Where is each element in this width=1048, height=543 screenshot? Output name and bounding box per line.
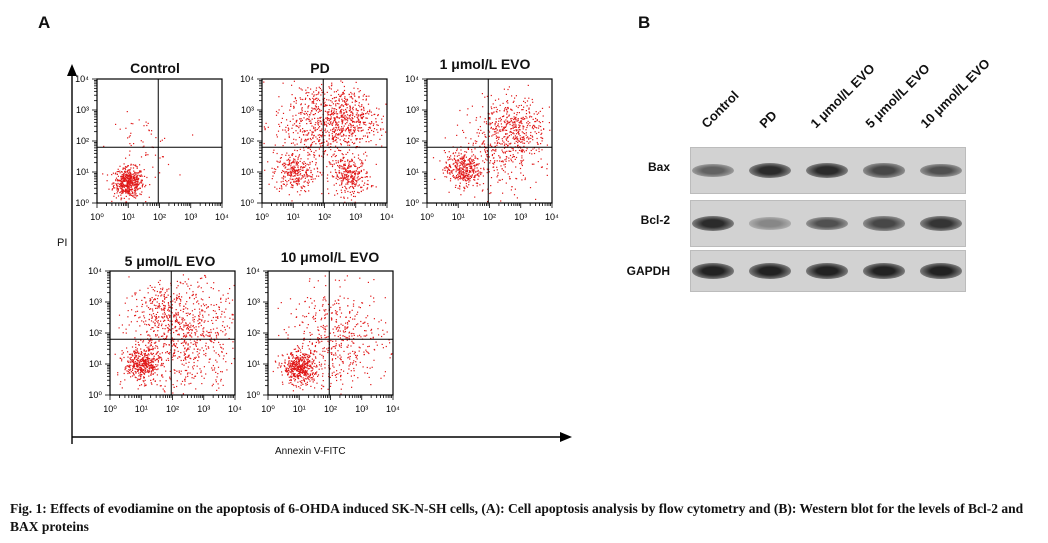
plot-title-10-evo: 10 μmol/L EVO: [280, 249, 380, 265]
x-axis-title: Annexin V-FITC: [275, 446, 346, 457]
blot-band: [749, 217, 791, 230]
blot-band: [863, 216, 905, 231]
y-tick-label: 10⁴: [88, 266, 102, 276]
plot-title-1-evo: 1 μmol/L EVO: [439, 56, 531, 72]
y-tick-label: 10¹: [241, 167, 254, 177]
x-tick-label: 10⁴: [215, 212, 229, 222]
dot-cloud: [102, 111, 194, 203]
y-tick-label: 10¹: [89, 359, 102, 369]
x-tick-label: 10⁴: [386, 404, 400, 414]
blot-band: [749, 263, 791, 279]
blot-band: [692, 163, 734, 178]
blot-band: [806, 162, 848, 179]
blot-band: [863, 163, 905, 178]
y-tick-label: 10¹: [247, 359, 260, 369]
y-tick-label: 10⁰: [246, 390, 260, 400]
y-tick-label: 10³: [241, 105, 254, 115]
x-tick-label: 10⁰: [420, 212, 434, 222]
y-tick-label: 10⁴: [240, 74, 254, 84]
blot-band: [749, 162, 791, 179]
blot-row-label-bcl2: Bcl-2: [640, 213, 670, 227]
panel-a-label: A: [38, 13, 51, 32]
dot-plot-1-evo: 10⁰ 10⁰ 10¹ 10¹ 10² 10² 10³ 10³ 10⁴ 10⁴: [405, 74, 559, 222]
y-tick-label: 10¹: [76, 167, 89, 177]
dot-cloud: [114, 274, 235, 395]
x-tick-label: 10⁴: [380, 212, 394, 222]
x-tick-label: 10⁰: [103, 404, 117, 414]
panel-b-label: B: [638, 13, 651, 32]
dot-plot-5-evo: 10⁰ 10⁰ 10¹ 10¹ 10² 10² 10³ 10³ 10⁴ 10⁴: [88, 266, 242, 414]
y-tick-label: 10⁰: [240, 198, 254, 208]
y-tick-label: 10¹: [406, 167, 419, 177]
blot-band: [863, 263, 905, 279]
blot-strip-bax: [690, 147, 966, 194]
x-tick-label: 10⁴: [228, 404, 242, 414]
x-tick-label: 10¹: [122, 212, 135, 222]
y-tick-label: 10²: [241, 136, 254, 146]
dot-cloud: [432, 84, 551, 203]
dot-plot-pd: 10⁰ 10⁰ 10¹ 10¹ 10² 10² 10³ 10³ 10⁴ 10⁴: [240, 74, 394, 222]
y-tick-label: 10³: [89, 297, 102, 307]
x-tick-label: 10²: [324, 404, 337, 414]
plot-frame: [426, 78, 553, 204]
plot-title-5-evo: 5 μmol/L EVO: [124, 253, 216, 269]
x-tick-label: 10⁴: [545, 212, 559, 222]
y-tick-label: 10⁴: [75, 74, 89, 84]
x-tick-label: 10⁰: [90, 212, 104, 222]
x-tick-label: 10¹: [135, 404, 148, 414]
x-tick-label: 10⁰: [255, 212, 269, 222]
blot-column-label: PD: [756, 107, 780, 131]
x-tick-label: 10³: [184, 212, 197, 222]
blot-row-label-gapdh: GAPDH: [626, 264, 670, 278]
blot-band: [920, 163, 962, 178]
x-tick-label: 10³: [349, 212, 362, 222]
y-tick-label: 10³: [76, 105, 89, 115]
blot-band: [692, 263, 734, 279]
blot-band: [692, 215, 734, 232]
y-tick-label: 10²: [406, 136, 419, 146]
y-tick-label: 10⁴: [405, 74, 419, 84]
y-tick-label: 10²: [247, 328, 260, 338]
y-tick-label: 10⁴: [246, 266, 260, 276]
x-tick-label: 10³: [197, 404, 210, 414]
x-tick-label: 10²: [166, 404, 179, 414]
blot-column-label: Control: [698, 87, 742, 131]
blot-strip-bcl2: [690, 200, 966, 247]
x-tick-label: 10⁰: [261, 404, 275, 414]
x-tick-label: 10¹: [452, 212, 465, 222]
y-tick-label: 10⁰: [88, 390, 102, 400]
dot-cloud: [272, 275, 393, 395]
y-axis-title: PI: [57, 237, 68, 249]
figure-caption: Fig. 1: Effects of evodiamine on the apo…: [10, 501, 1024, 534]
y-tick-label: 10⁰: [75, 198, 89, 208]
y-tick-label: 10³: [406, 105, 419, 115]
dot-plot-10-evo: 10⁰ 10⁰ 10¹ 10¹ 10² 10² 10³ 10³ 10⁴ 10⁴: [246, 266, 400, 414]
blot-band: [920, 263, 962, 279]
dot-cloud: [263, 80, 387, 203]
blot-row-label-bax: Bax: [647, 160, 670, 174]
x-tick-label: 10¹: [287, 212, 300, 222]
x-tick-label: 10²: [318, 212, 331, 222]
x-tick-label: 10¹: [293, 404, 306, 414]
x-tick-label: 10²: [153, 212, 166, 222]
blot-band: [920, 216, 962, 231]
plot-frame: [109, 270, 236, 396]
blot-band: [806, 263, 848, 279]
blot-band: [806, 216, 848, 231]
x-tick-label: 10³: [355, 404, 368, 414]
y-tick-label: 10²: [76, 136, 89, 146]
dot-plot-control: 10⁰ 10⁰ 10¹ 10¹ 10² 10² 10³ 10³ 10⁴ 10⁴: [75, 74, 229, 222]
blot-strip-gapdh: [690, 250, 966, 292]
y-tick-label: 10⁰: [405, 198, 419, 208]
y-tick-label: 10³: [247, 297, 260, 307]
x-tick-label: 10³: [514, 212, 527, 222]
plot-title-pd: PD: [310, 60, 330, 76]
x-tick-label: 10²: [483, 212, 496, 222]
plot-frame: [96, 78, 223, 204]
y-tick-label: 10²: [89, 328, 102, 338]
panel-a-master-axes: [67, 64, 572, 444]
plot-title-control: Control: [130, 60, 180, 76]
